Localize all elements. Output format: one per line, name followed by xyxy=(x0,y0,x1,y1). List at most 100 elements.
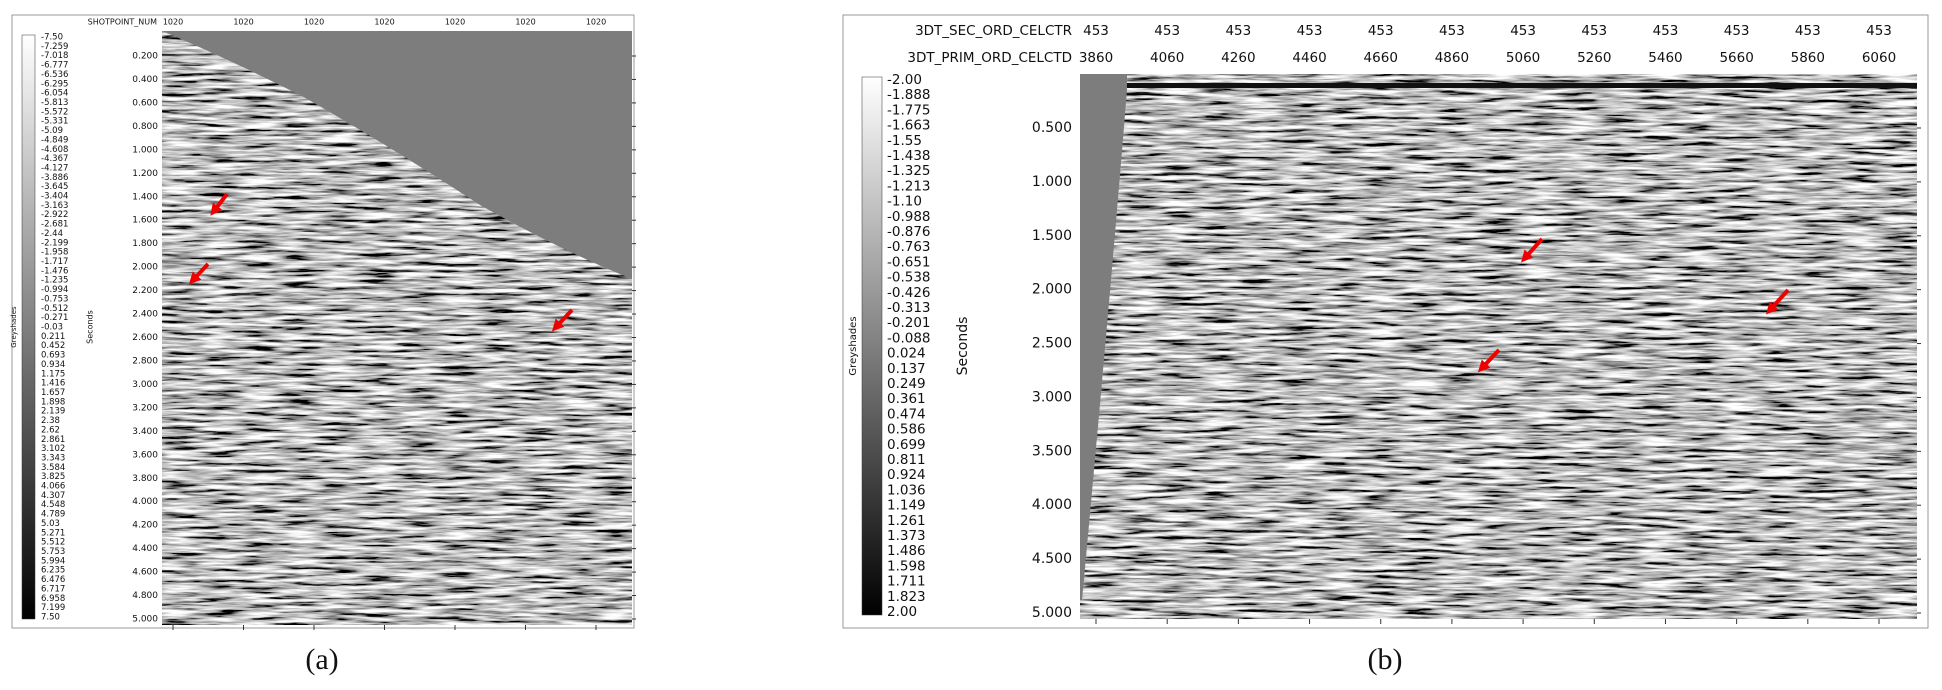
colorbar-tick-label: -1.438 xyxy=(887,148,931,164)
y-tick-label: 4.800 xyxy=(132,591,158,601)
y-tick-label: 3.400 xyxy=(132,427,158,437)
colorbar-tick-label: -0.753 xyxy=(41,294,68,304)
y-tick-label: 3.000 xyxy=(1032,389,1072,405)
colorbar-tick-label: 1.149 xyxy=(887,498,926,514)
top-tick-label: 453 xyxy=(1510,23,1536,39)
top-axis-label: SHOTPOINT_NUM xyxy=(88,18,157,27)
labels: -7.50-7.259-7.018-6.777-6.536-6.295-6.05… xyxy=(10,18,1921,676)
axis-label: Seconds xyxy=(955,317,971,376)
colorbar-tick-label: -4.127 xyxy=(41,163,68,173)
arrows xyxy=(188,192,574,332)
colorbar-tick-label: 0.474 xyxy=(887,406,926,422)
colorbar-tick-label: 0.361 xyxy=(887,391,926,407)
top-band xyxy=(1127,83,1917,88)
y-tick-label: 0.500 xyxy=(1032,120,1072,136)
top-tick-label: 5060 xyxy=(1506,50,1540,66)
y-tick-label: 1.800 xyxy=(132,239,158,249)
colorbar-tick-label: -5.331 xyxy=(41,117,68,127)
top-tick-label: 453 xyxy=(1154,23,1180,39)
top-tick-label: 453 xyxy=(1368,23,1394,39)
y-tick-label: 1.000 xyxy=(132,145,158,155)
top-tick-label: 5860 xyxy=(1791,50,1825,66)
colorbar-label: Greyshades xyxy=(10,306,18,348)
y-tick-label: 0.400 xyxy=(132,75,158,85)
colorbar-tick-label: -0.201 xyxy=(887,315,931,331)
colorbar-tick-label: -6.054 xyxy=(41,89,68,99)
colorbar-tick-label: 4.307 xyxy=(41,491,65,501)
y-tick-label: 1.200 xyxy=(132,169,158,179)
colorbar-tick-label: -0.538 xyxy=(887,270,931,286)
colorbar-tick-label: -5.572 xyxy=(41,107,68,117)
y-tick-label: 3.000 xyxy=(132,380,158,390)
colorbar-tick-label: -0.763 xyxy=(887,239,931,255)
arrows xyxy=(1477,237,1790,373)
top-tick-label: 1020 xyxy=(586,18,606,27)
colorbar-tick-label: 2.62 xyxy=(41,425,60,435)
colorbar-tick-label: -0.988 xyxy=(887,209,931,225)
colorbar-tick-label: 0.811 xyxy=(887,452,926,468)
caption: (a) xyxy=(305,643,338,676)
muted-zone xyxy=(162,31,632,279)
colorbar-tick-label: 3.102 xyxy=(41,444,65,454)
colorbar-tick-label: 5.03 xyxy=(41,519,60,529)
colorbar-tick-label: -2.00 xyxy=(887,72,922,88)
y-tick-label: 3.600 xyxy=(132,450,158,460)
colorbar-tick-label: -1.10 xyxy=(887,194,922,210)
colorbar-tick-label: 1.036 xyxy=(887,482,926,498)
y-tick-label: 3.800 xyxy=(132,474,158,484)
colorbar-tick-label: -1.325 xyxy=(887,163,931,179)
colorbar-tick-label: 0.924 xyxy=(887,467,926,483)
top-tick-label: 4060 xyxy=(1150,50,1184,66)
top-tick-label: 4660 xyxy=(1364,50,1398,66)
colorbar-tick-label: 0.137 xyxy=(887,361,926,377)
top-tick-label: 1020 xyxy=(233,18,253,27)
colorbar-tick-label: 4.548 xyxy=(41,500,65,510)
colorbar-tick-label: -1.55 xyxy=(887,133,922,149)
colorbar-tick-label: 0.024 xyxy=(887,346,926,362)
y-tick-label: 4.000 xyxy=(132,497,158,507)
colorbar-tick-label: -0.512 xyxy=(41,304,68,314)
colorbar-tick-label: -7.018 xyxy=(41,51,68,61)
colorbar-tick-label: 1.486 xyxy=(887,543,926,559)
colorbar-tick-label: -1.213 xyxy=(887,178,931,194)
y-tick-label: 4.600 xyxy=(132,568,158,578)
y-tick-label: 1.500 xyxy=(1032,228,1072,244)
colorbar-tick-label: -2.681 xyxy=(41,220,68,230)
y-tick-label: 0.600 xyxy=(132,98,158,108)
y-tick-label: 1.000 xyxy=(1032,174,1072,190)
y-tick-label: 2.500 xyxy=(1032,336,1072,352)
colorbar-tick-label: 0.211 xyxy=(41,332,65,342)
colorbar-tick-label: 0.693 xyxy=(41,351,65,361)
y-tick-label: 4.000 xyxy=(1032,497,1072,513)
colorbar-tick-label: -1.888 xyxy=(887,87,931,103)
colorbar-tick-label: -1.958 xyxy=(41,248,68,258)
y-tick-label: 2.000 xyxy=(132,263,158,273)
colorbar-tick-label: 2.38 xyxy=(41,416,60,426)
colorbar-tick-label: 1.898 xyxy=(41,397,65,407)
top-tick-label: 1020 xyxy=(163,18,183,27)
colorbar-tick-label: -2.922 xyxy=(41,210,68,220)
colorbar-label: Greyshades xyxy=(848,316,859,375)
colorbar-tick-label: -0.088 xyxy=(887,330,931,346)
colorbar-tick-label: 0.586 xyxy=(887,422,926,438)
top-tick-label: 1020 xyxy=(304,18,324,27)
top-tick-label: 6060 xyxy=(1862,50,1896,66)
colorbar-tick-label: 3.584 xyxy=(41,463,65,473)
colorbar-tick-label: 0.249 xyxy=(887,376,926,392)
seismic-image xyxy=(1080,74,1917,619)
top-tick-label: 453 xyxy=(1581,23,1607,39)
colorbar-tick-label: -2.44 xyxy=(41,229,63,239)
colorbar-tick-label: -4.849 xyxy=(41,135,68,145)
top-tick-label: 453 xyxy=(1297,23,1323,39)
axis-label: Seconds xyxy=(86,310,95,344)
top-axis-label: 3DT_SEC_ORD_CELCTR xyxy=(915,23,1072,39)
colorbar-tick-label: 1.657 xyxy=(41,388,65,398)
colorbar-tick-label: -1.476 xyxy=(41,266,68,276)
colorbar-tick-label: 6.958 xyxy=(41,594,65,604)
y-tick-label: 2.400 xyxy=(132,310,158,320)
colorbar-tick-label: 6.476 xyxy=(41,575,65,585)
colorbar-tick-label: -0.426 xyxy=(887,285,931,301)
colorbar-tick-label: 2.861 xyxy=(41,435,65,445)
y-tick-label: 1.600 xyxy=(132,216,158,226)
